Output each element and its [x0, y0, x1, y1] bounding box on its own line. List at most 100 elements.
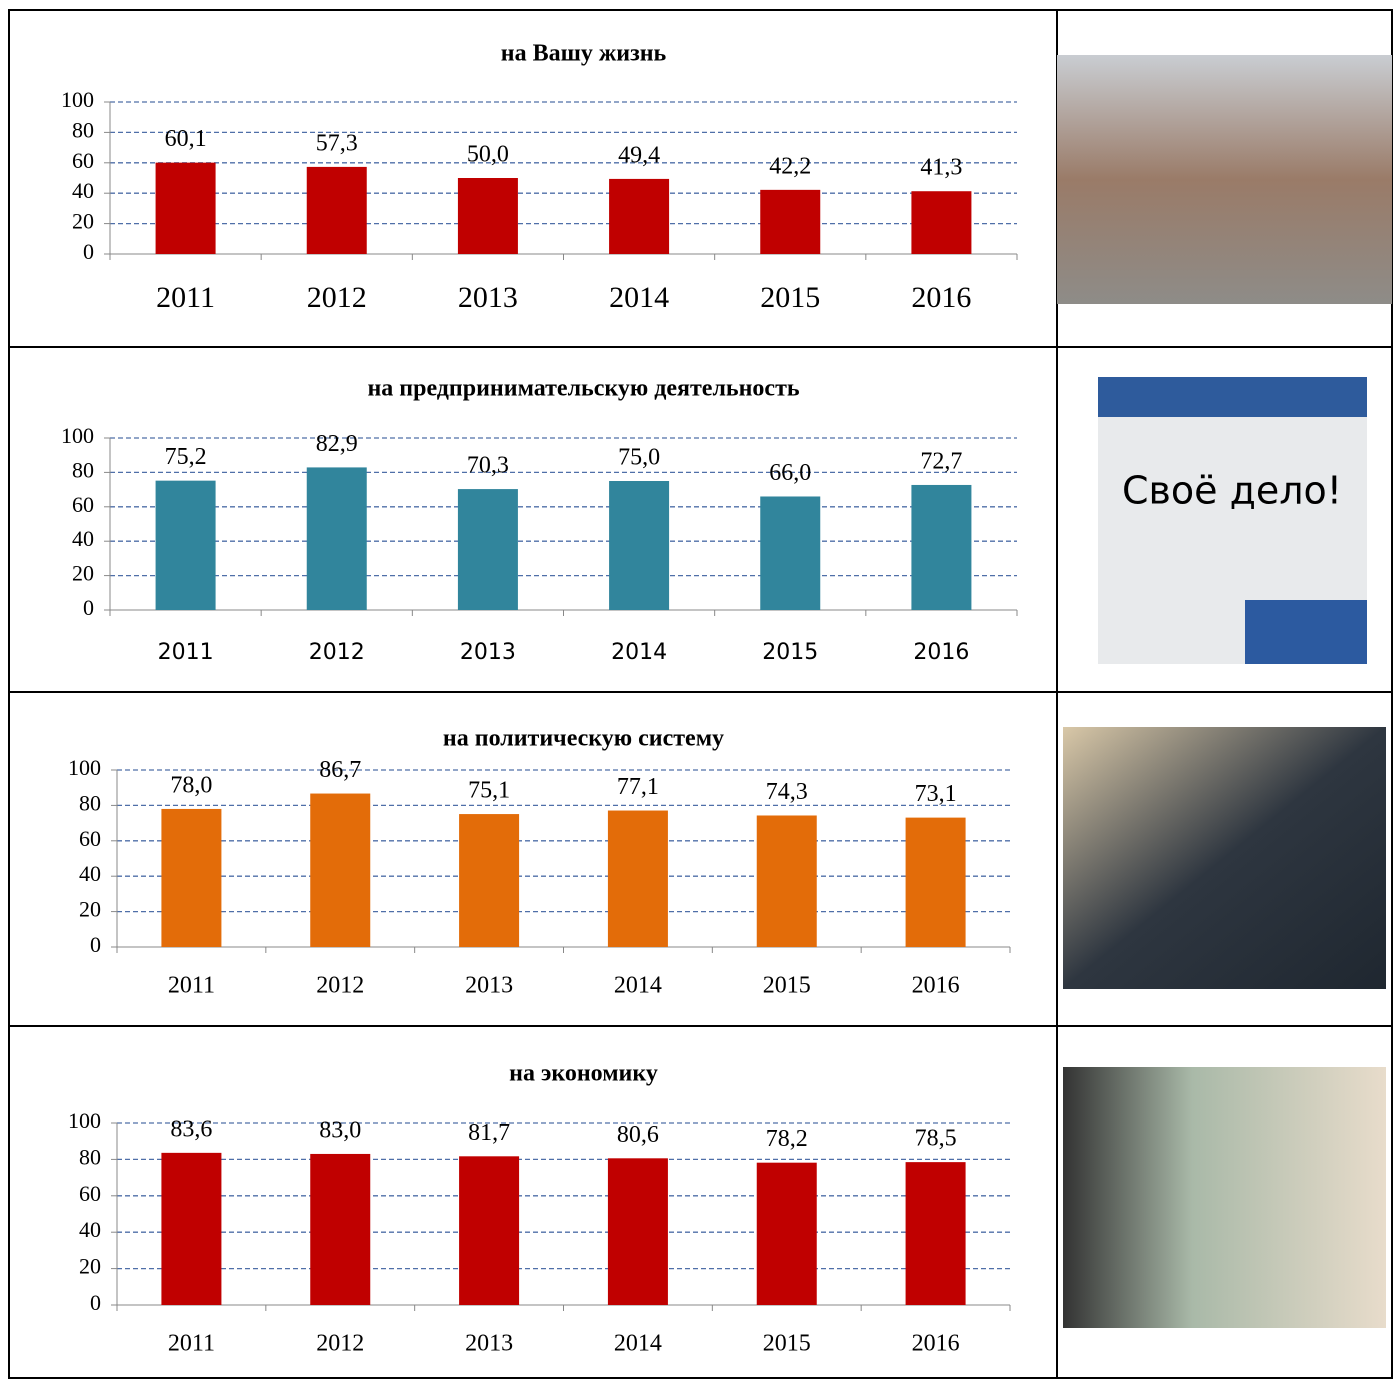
x-tick-label: 2011 [168, 1331, 215, 1357]
y-tick-label: 60 [79, 826, 101, 851]
value-label: 83,0 [319, 1117, 361, 1143]
x-tick-label: 2012 [307, 281, 367, 314]
photo-folder-edge [1245, 600, 1367, 664]
bar [607, 810, 668, 947]
bar [607, 1158, 668, 1305]
value-label: 83,6 [170, 1116, 212, 1142]
bar [310, 1153, 371, 1305]
x-tick-label: 2016 [911, 281, 971, 314]
value-label: 78,5 [915, 1126, 957, 1152]
table-borders [8, 9, 1393, 1379]
bar [911, 191, 972, 254]
value-label: 74,3 [766, 779, 808, 805]
value-label: 78,2 [766, 1126, 808, 1152]
y-tick-label: 100 [68, 755, 101, 780]
x-tick-label: 2016 [913, 640, 969, 665]
y-tick-label: 100 [68, 1108, 101, 1133]
photo-text: Своё дело! [1122, 469, 1342, 513]
x-tick-label: 2014 [614, 973, 662, 999]
bar [457, 178, 518, 254]
photos: Своё дело! [1057, 55, 1392, 1328]
chart-title: на предпринимательскую деятельность [367, 376, 799, 402]
y-tick-label: 40 [72, 526, 94, 551]
y-tick-label: 40 [79, 1217, 101, 1242]
bar [155, 162, 216, 254]
photo-money [1063, 1067, 1386, 1328]
y-tick-label: 40 [79, 861, 101, 886]
photo-street [1057, 55, 1392, 304]
value-label: 75,2 [165, 444, 207, 470]
y-tick-label: 20 [72, 561, 94, 586]
x-tick-label: 2012 [316, 973, 364, 999]
x-tick-label: 2013 [460, 640, 516, 665]
value-label: 70,3 [467, 453, 509, 479]
y-tick-label: 40 [72, 178, 94, 203]
x-tick-label: 2013 [458, 281, 518, 314]
bar [911, 484, 972, 610]
value-label: 50,0 [467, 142, 509, 168]
value-label: 82,9 [316, 431, 358, 457]
x-tick-label: 2015 [763, 1331, 811, 1357]
bar [609, 178, 670, 254]
value-label: 73,1 [915, 781, 957, 807]
bar [905, 1162, 966, 1305]
bar [756, 1162, 817, 1305]
y-tick-label: 60 [72, 148, 94, 173]
x-tick-label: 2014 [614, 1331, 662, 1357]
x-tick-label: 2016 [912, 973, 960, 999]
bar [306, 467, 367, 610]
x-tick-label: 2012 [309, 640, 365, 665]
y-tick-label: 0 [83, 239, 94, 264]
y-tick-label: 0 [90, 1290, 101, 1315]
value-label: 75,0 [618, 445, 660, 471]
value-label: 72,7 [920, 448, 962, 474]
value-label: 41,3 [920, 155, 962, 181]
x-tick-label: 2016 [912, 1331, 960, 1357]
y-tick-label: 60 [72, 492, 94, 517]
y-tick-label: 80 [72, 457, 94, 482]
x-tick-label: 2012 [316, 1331, 364, 1357]
bar [155, 480, 216, 610]
y-tick-label: 80 [79, 1144, 101, 1169]
y-tick-label: 80 [72, 117, 94, 142]
chart-title: на политическую систему [443, 726, 724, 752]
bar [760, 496, 821, 610]
y-tick-label: 100 [61, 423, 94, 448]
photo-briefcases [1063, 727, 1386, 989]
y-tick-label: 100 [61, 87, 94, 112]
x-tick-label: 2015 [760, 281, 820, 314]
bar [161, 808, 222, 947]
x-tick-label: 2011 [168, 973, 215, 999]
value-label: 81,7 [468, 1120, 510, 1146]
bar [905, 817, 966, 947]
bar [306, 166, 367, 254]
value-label: 77,1 [617, 774, 659, 800]
y-tick-label: 20 [72, 209, 94, 234]
bar [459, 814, 520, 947]
value-label: 60,1 [165, 126, 207, 152]
y-tick-label: 0 [83, 595, 94, 620]
bar [459, 1156, 520, 1305]
value-label: 75,1 [468, 778, 510, 804]
bar [609, 481, 670, 610]
y-tick-label: 20 [79, 1254, 101, 1279]
value-label: 66,0 [769, 460, 811, 486]
x-tick-label: 2014 [611, 640, 667, 665]
value-label: 49,4 [618, 142, 660, 168]
bar [161, 1152, 222, 1305]
photo-folder-edge [1098, 377, 1367, 417]
value-label: 78,0 [170, 772, 212, 798]
bar [457, 489, 518, 610]
value-label: 86,7 [319, 757, 361, 783]
x-tick-label: 2013 [465, 1331, 513, 1357]
bar [760, 189, 821, 254]
y-tick-label: 80 [79, 790, 101, 815]
y-tick-label: 60 [79, 1181, 101, 1206]
value-label: 80,6 [617, 1122, 659, 1148]
x-tick-label: 2014 [609, 281, 669, 314]
x-tick-label: 2015 [762, 640, 818, 665]
x-tick-label: 2013 [465, 973, 513, 999]
y-tick-label: 0 [90, 932, 101, 957]
x-tick-label: 2015 [763, 973, 811, 999]
